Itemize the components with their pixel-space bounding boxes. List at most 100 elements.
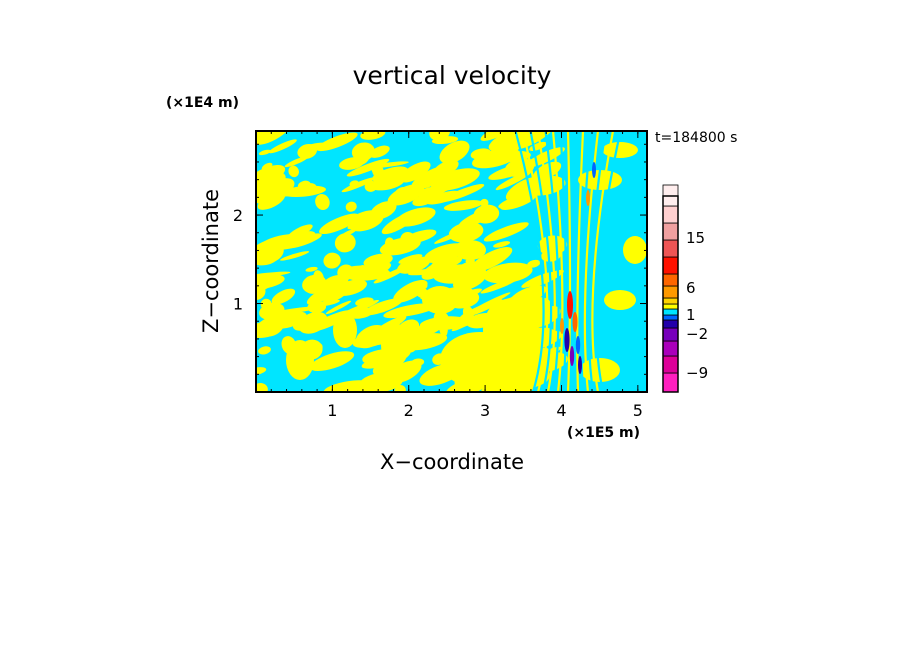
- positive-patch: [258, 149, 271, 156]
- colorbar-level: [662, 319, 679, 329]
- positive-patch: [305, 266, 318, 272]
- positive-patch: [334, 233, 356, 253]
- positive-patch: [604, 290, 636, 310]
- time-label: t=184800 s: [655, 130, 737, 146]
- plot-frame: [255, 130, 648, 393]
- strong-velocity-cell: [560, 318, 564, 334]
- positive-patch: [419, 282, 428, 290]
- strong-velocity-cell: [575, 336, 581, 354]
- wave-stripe: [576, 131, 585, 392]
- positive-patch: [394, 385, 406, 392]
- positive-patch: [411, 165, 455, 190]
- positive-patch: [379, 237, 421, 256]
- positive-patch: [256, 242, 284, 264]
- y-tick-label: 2: [233, 206, 243, 225]
- positive-patch: [284, 156, 309, 168]
- colorbar-level: [662, 372, 679, 393]
- positive-patch: [362, 298, 403, 316]
- strong-velocity-cell: [572, 312, 578, 332]
- y-axis: 12: [233, 143, 647, 375]
- positive-patch: [355, 297, 374, 307]
- positive-patch: [271, 288, 296, 305]
- positive-patch: [470, 148, 491, 160]
- positive-patch: [256, 383, 268, 392]
- positive-patch: [345, 201, 357, 212]
- positive-patch: [351, 142, 375, 161]
- wave-stripe: [587, 131, 607, 392]
- positive-patch: [470, 247, 513, 272]
- positive-patch: [364, 180, 378, 192]
- positive-patch: [381, 212, 417, 235]
- positive-patch: [333, 312, 357, 348]
- positive-patch: [518, 306, 559, 325]
- positive-patch: [256, 183, 283, 200]
- colorbar-label: 6: [686, 279, 696, 297]
- positive-patch: [256, 271, 291, 279]
- wave-stripe: [571, 131, 577, 392]
- positive-patch: [346, 268, 390, 281]
- positive-patch: [489, 131, 533, 152]
- wave-stripe: [514, 131, 545, 392]
- colorbar-level: [662, 285, 679, 299]
- x-axis-label: X−coordinate: [380, 450, 524, 474]
- wave-stripe: [551, 131, 564, 392]
- positive-patch: [369, 145, 390, 158]
- positive-patch: [346, 158, 390, 177]
- positive-patch: [387, 184, 425, 206]
- positive-patch: [315, 194, 330, 210]
- positive-patch: [400, 161, 431, 183]
- strong-velocity-cell: [564, 328, 570, 352]
- positive-patch: [345, 307, 373, 319]
- x-axis-unit: (×1E5 m): [567, 425, 640, 441]
- wave-stripe: [595, 131, 622, 392]
- positive-patch: [388, 360, 422, 383]
- positive-patch: [366, 256, 379, 264]
- positive-patch: [332, 383, 350, 392]
- positive-patch: [303, 183, 317, 194]
- wave-stripe: [536, 131, 556, 392]
- positive-patch: [431, 136, 459, 145]
- positive-patch: [454, 240, 486, 260]
- positive-patch: [426, 190, 460, 205]
- positive-patch: [381, 323, 409, 367]
- x-tick-label: 3: [480, 401, 490, 420]
- positive-patch: [412, 194, 434, 207]
- positive-patch: [319, 213, 360, 235]
- wave-stripe: [521, 131, 549, 392]
- colorbar-level: [662, 303, 679, 310]
- positive-patch: [286, 340, 314, 380]
- plot-area: [256, 131, 647, 392]
- colorbar-labels: −9 −21 6 15: [686, 229, 708, 382]
- positive-patch: [465, 292, 511, 316]
- x-tick-label: 1: [327, 401, 337, 420]
- positive-patch: [268, 139, 297, 154]
- colorbar-level: [662, 314, 679, 321]
- wave-stripe: [544, 131, 560, 392]
- positive-patch: [323, 252, 341, 269]
- colorbar-level: [662, 205, 679, 224]
- positive-patch: [623, 236, 647, 264]
- colorbar-level: [662, 273, 679, 287]
- x-tick-label: 4: [556, 401, 566, 420]
- positive-patch: [370, 175, 405, 191]
- positive-patch: [260, 298, 272, 311]
- positive-patch: [302, 274, 327, 294]
- positive-patch: [340, 228, 357, 237]
- positive-patch: [434, 229, 468, 244]
- positive-patch: [258, 346, 271, 355]
- colorbar-level: [662, 355, 679, 374]
- strong-velocity-cell: [578, 356, 582, 374]
- positive-patch: [370, 201, 397, 220]
- positive-patch: [430, 168, 480, 191]
- positive-patch: [256, 171, 286, 187]
- positive-patch: [256, 237, 284, 250]
- x-tick-label: 2: [404, 401, 414, 420]
- wave-stripe: [591, 131, 615, 392]
- colorbar-label: −2: [686, 325, 708, 343]
- positive-patch: [298, 311, 328, 334]
- positive-patch: [443, 200, 483, 211]
- colorbar-level: [662, 327, 679, 342]
- positive-patch: [422, 286, 458, 314]
- positive-patch: [483, 222, 529, 242]
